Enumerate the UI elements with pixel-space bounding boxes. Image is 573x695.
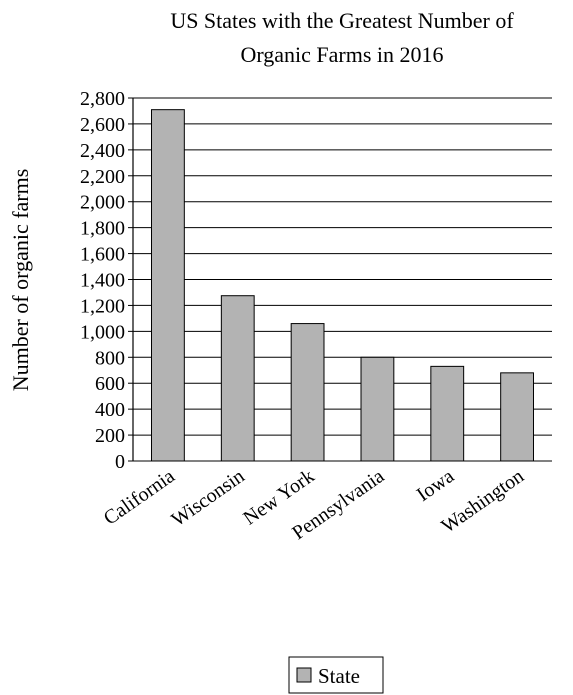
y-axis-tick-labels: 0 200 400 600 800 1,000 1,200 1,400 1,600 1,800 2,… [80,88,125,473]
legend-label: State [318,664,360,688]
y-axis-tick-label: 0 [115,451,125,473]
bar-washington [500,372,534,462]
bar-pennsylvania [360,356,395,462]
y-axis-tick-label: 600 [95,373,125,395]
bar-california [151,109,185,462]
legend-swatch [296,667,312,683]
bar-iowa [430,365,465,462]
x-axis-tick-label: Iowa [413,465,458,506]
y-axis-tick-label: 2,600 [80,114,125,136]
legend: State [288,656,384,694]
y-axis-tick-label: 1,800 [80,218,125,240]
chart-title-line-1: US States with the Greatest Number of [170,8,514,33]
x-axis-tick-label: Wisconsin [167,465,248,531]
y-axis-title: Number of organic farms [8,169,33,392]
bar-new-york [290,323,325,462]
y-axis-tick-label: 1,000 [80,321,125,343]
y-axis-tick-label: 1,600 [80,244,125,266]
x-axis-tick-label: California [100,465,179,530]
bar-wisconsin [220,295,255,462]
chart-title-line-2: Organic Farms in 2016 [240,42,443,67]
y-axis-tick-label: 800 [95,347,125,369]
chart-title: US States with the Greatest Number of Or… [170,8,514,67]
y-axis-tick-label: 400 [95,399,125,421]
y-axis-tick-label: 200 [95,425,125,447]
y-axis-tick-label: 2,000 [80,192,125,214]
bars [151,109,534,462]
y-axis-tick-label: 1,400 [80,270,125,292]
gridlines [128,97,552,462]
y-axis-tick-label: 2,800 [80,88,125,110]
y-axis-tick-label: 2,400 [80,140,125,162]
y-axis-tick-label: 2,200 [80,166,125,188]
y-axis-tick-label: 1,200 [80,295,125,317]
